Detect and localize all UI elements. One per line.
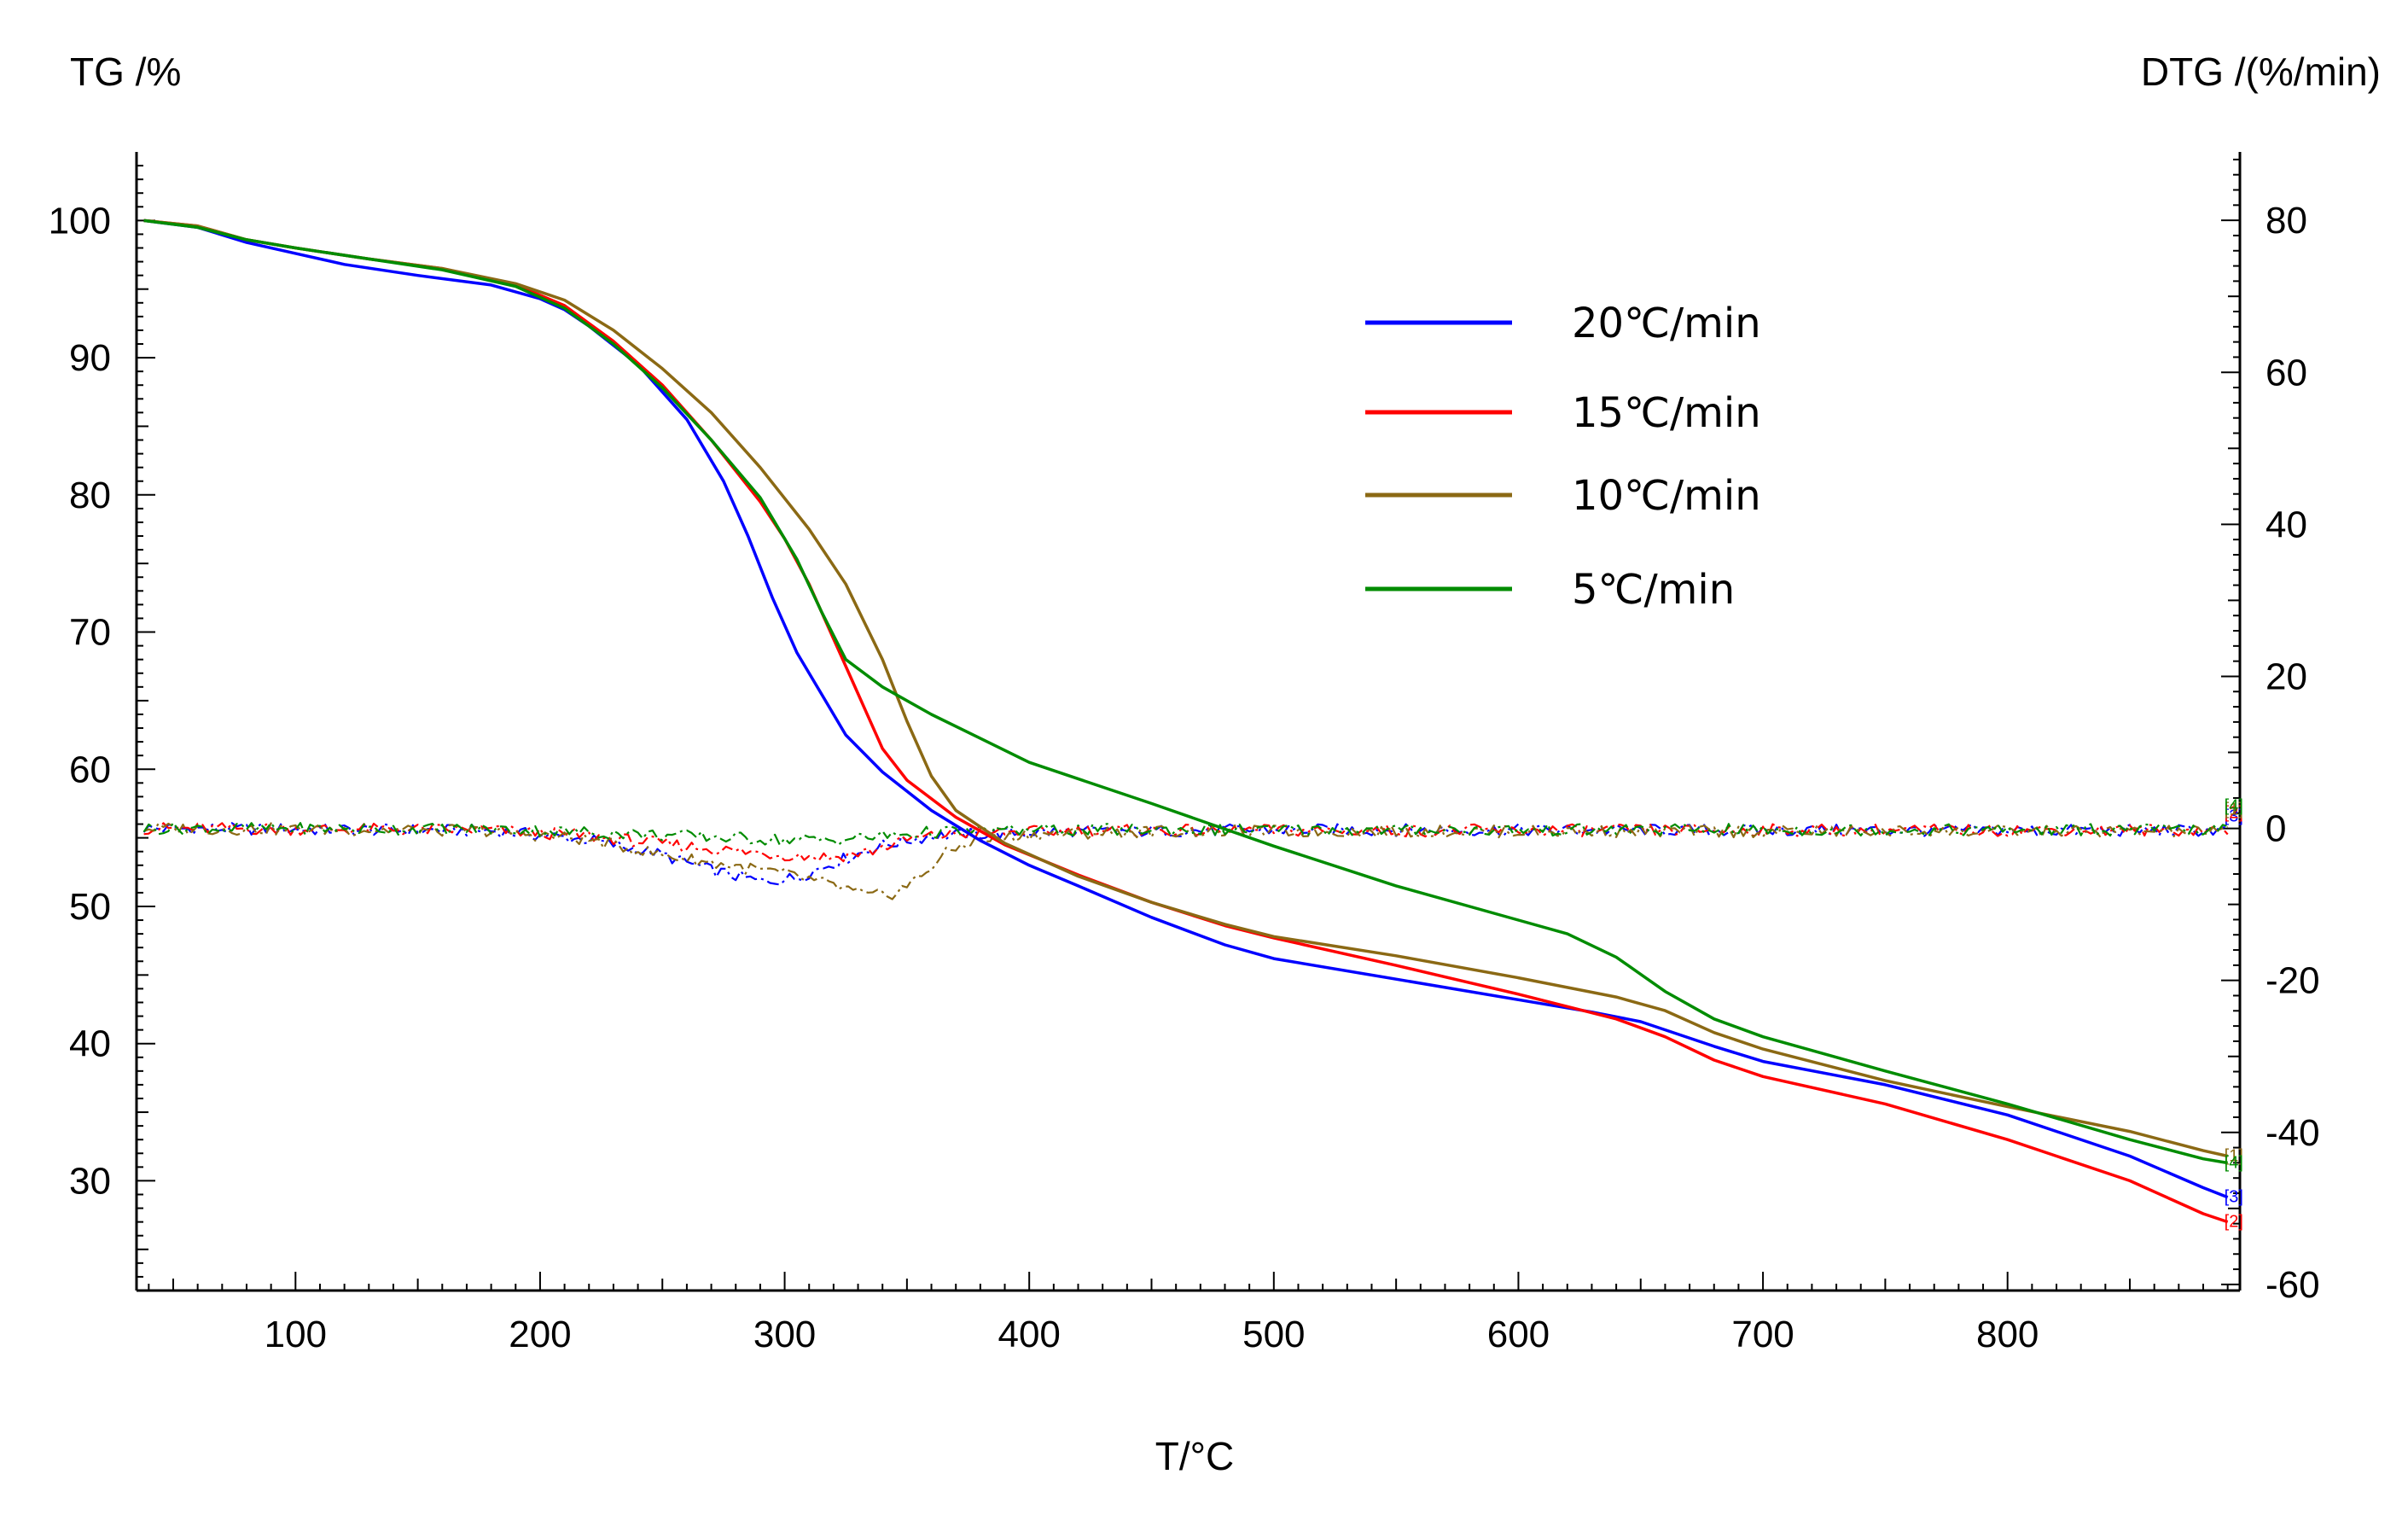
tg-end-marker: [4] <box>2225 1154 2243 1173</box>
dtg-end-marker: [4] <box>2225 797 2243 816</box>
tg-end-marker: [2] <box>2225 1213 2243 1232</box>
y2-axis-title: DTG /(%/min) <box>2141 50 2381 94</box>
x-tick-label: 300 <box>753 1314 816 1355</box>
x-tick-label: 200 <box>509 1314 571 1355</box>
dtg-series-line-5c-per-min <box>143 821 2228 846</box>
legend-entry-label: 10℃/min <box>1572 472 1761 520</box>
tg-series-line-20c-per-min <box>143 219 2229 1199</box>
x-tick-label: 700 <box>1731 1314 1794 1355</box>
y2-tick-label: 60 <box>2265 352 2307 393</box>
y-tick-label: 100 <box>49 200 111 242</box>
legend-entry-label: 20℃/min <box>1572 300 1761 347</box>
y-tick-label: 50 <box>69 886 111 928</box>
y-tick-label: 40 <box>69 1023 111 1065</box>
x-tick-label: 100 <box>265 1314 327 1355</box>
x-tick-label: 800 <box>1976 1314 2039 1355</box>
dtg-end-marker: [1] <box>2225 801 2243 819</box>
y-tick-label: 60 <box>69 749 111 790</box>
x-tick-label: 600 <box>1487 1314 1550 1355</box>
dtg-series-line-20c-per-min <box>143 822 2228 886</box>
x-tick-label: 500 <box>1242 1314 1305 1355</box>
y2-tick-label: -60 <box>2265 1264 2320 1306</box>
y-tick-label: 70 <box>69 612 111 654</box>
dtg-series-line-15c-per-min <box>143 822 2229 863</box>
tg-end-marker: [1] <box>2225 1146 2243 1165</box>
y2-tick-label: 80 <box>2265 200 2307 242</box>
y2-tick-label: -20 <box>2265 960 2320 1002</box>
tg-series-line-10c-per-min <box>143 219 2229 1158</box>
y-tick-label: 30 <box>69 1160 111 1202</box>
legend-entry-label: 15℃/min <box>1572 389 1761 437</box>
tg-series-line-5c-per-min <box>143 219 2228 1165</box>
legend-entry-label: 5℃/min <box>1572 566 1735 614</box>
dtg-end-marker: [2] <box>2225 804 2243 823</box>
y2-tick-label: 0 <box>2265 808 2286 850</box>
tg-end-marker: [3] <box>2225 1188 2243 1207</box>
y-tick-label: 80 <box>69 475 111 516</box>
y-tick-label: 90 <box>69 337 111 379</box>
y2-tick-label: 40 <box>2265 504 2307 545</box>
y2-tick-label: 20 <box>2265 656 2307 697</box>
y-axis-title: TG /% <box>70 50 181 94</box>
x-axis-title: T/°C <box>1155 1434 1235 1478</box>
x-tick-label: 400 <box>998 1314 1060 1355</box>
y2-tick-label: -40 <box>2265 1112 2320 1154</box>
dtg-end-marker: [3] <box>2225 807 2243 826</box>
